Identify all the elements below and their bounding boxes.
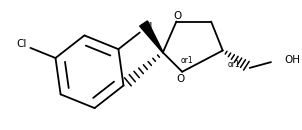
Text: O: O: [176, 74, 184, 84]
Text: or1: or1: [180, 56, 193, 65]
Text: OH: OH: [284, 55, 300, 65]
Polygon shape: [140, 21, 163, 53]
Text: O: O: [173, 11, 182, 21]
Text: or1: or1: [227, 60, 240, 69]
Text: Cl: Cl: [16, 39, 27, 49]
Text: Cl: Cl: [142, 22, 153, 32]
